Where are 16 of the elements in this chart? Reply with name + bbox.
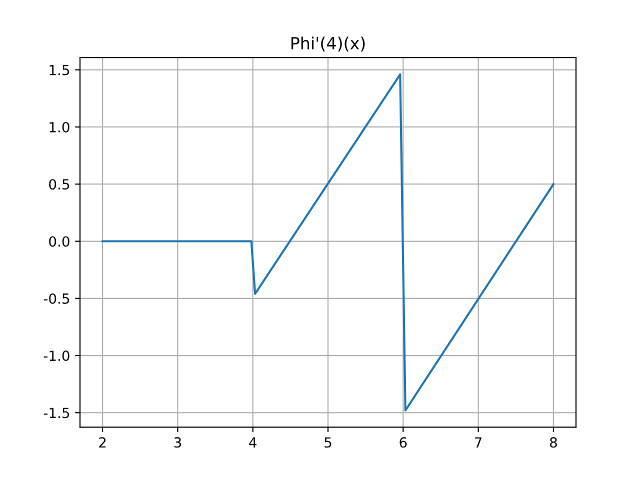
x-tick-label: 5 — [324, 437, 332, 448]
y-tick-label: -0.5 — [44, 293, 70, 304]
y-tick-label: 0.0 — [49, 236, 70, 247]
x-tick-label: 4 — [249, 437, 256, 448]
chart-title: Phi'(4)(x) — [291, 36, 365, 52]
y-tick-label: -1.0 — [44, 350, 70, 362]
y-tick-label: -1.5 — [44, 408, 70, 418]
x-tick-label: 3 — [174, 437, 181, 448]
y-tick-label: 1.5 — [50, 64, 70, 76]
line-series — [102, 73, 554, 412]
x-tick-label: 2 — [99, 437, 106, 448]
y-tick-label: 1.0 — [50, 122, 70, 132]
x-tick-label: 6 — [400, 437, 407, 448]
y-tick-label: 0.5 — [49, 179, 70, 190]
x-tick-label: 8 — [550, 437, 557, 448]
x-tick-label: 7 — [475, 437, 482, 448]
